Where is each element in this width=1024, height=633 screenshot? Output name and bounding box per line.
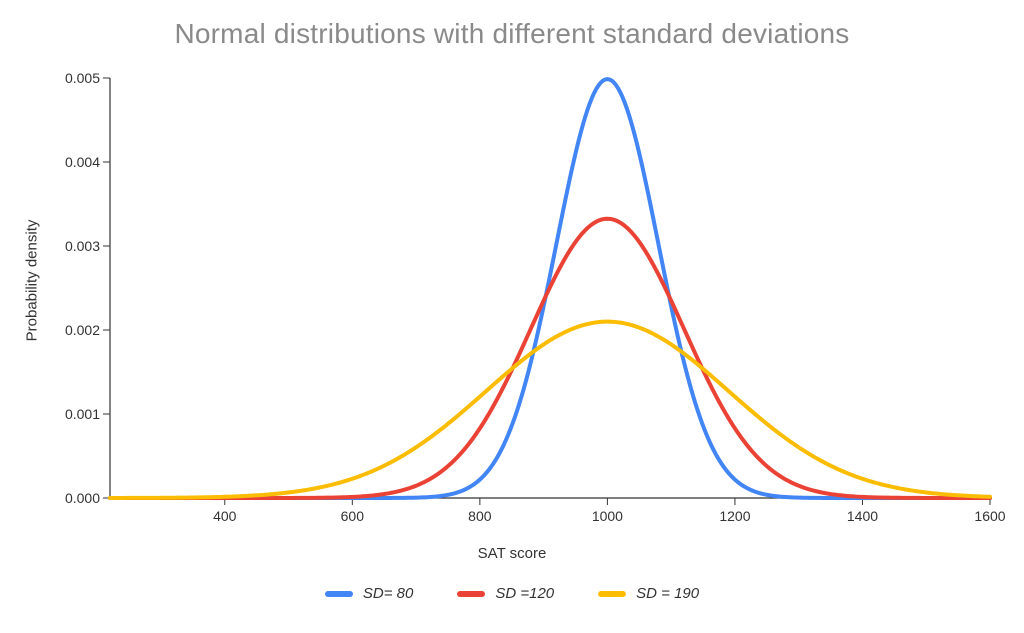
x-tick-label: 1200: [719, 508, 750, 524]
legend-item: SD =120: [457, 585, 554, 602]
legend-swatch: [598, 591, 626, 597]
x-tick-label: 1600: [974, 508, 1005, 524]
chart-svg: [110, 78, 990, 498]
y-axis-label: Probability density: [24, 219, 41, 341]
y-tick-label: 0.002: [65, 322, 100, 338]
legend-label: SD= 80: [363, 585, 413, 602]
y-axis-label-wrap: Probability density: [22, 0, 42, 560]
y-tick-label: 0.000: [65, 490, 100, 506]
legend: SD= 80 SD =120 SD = 190: [0, 585, 1024, 602]
x-tick-label: 1000: [592, 508, 623, 524]
y-tick-label: 0.004: [65, 154, 100, 170]
legend-label: SD = 190: [636, 585, 699, 602]
legend-label: SD =120: [495, 585, 554, 602]
plot-area: 0.0000.0010.0020.0030.0040.0054006008001…: [110, 78, 990, 498]
chart-container: Normal distributions with different stan…: [0, 0, 1024, 633]
x-tick-label: 400: [213, 508, 236, 524]
chart-title: Normal distributions with different stan…: [0, 18, 1024, 50]
y-tick-label: 0.005: [65, 70, 100, 86]
x-tick-label: 800: [468, 508, 491, 524]
x-axis-label: SAT score: [0, 545, 1024, 562]
x-tick-label: 1400: [847, 508, 878, 524]
legend-item: SD = 190: [598, 585, 699, 602]
legend-swatch: [325, 591, 353, 597]
x-tick-label: 600: [341, 508, 364, 524]
legend-item: SD= 80: [325, 585, 413, 602]
y-tick-label: 0.003: [65, 238, 100, 254]
y-tick-label: 0.001: [65, 406, 100, 422]
legend-swatch: [457, 591, 485, 597]
